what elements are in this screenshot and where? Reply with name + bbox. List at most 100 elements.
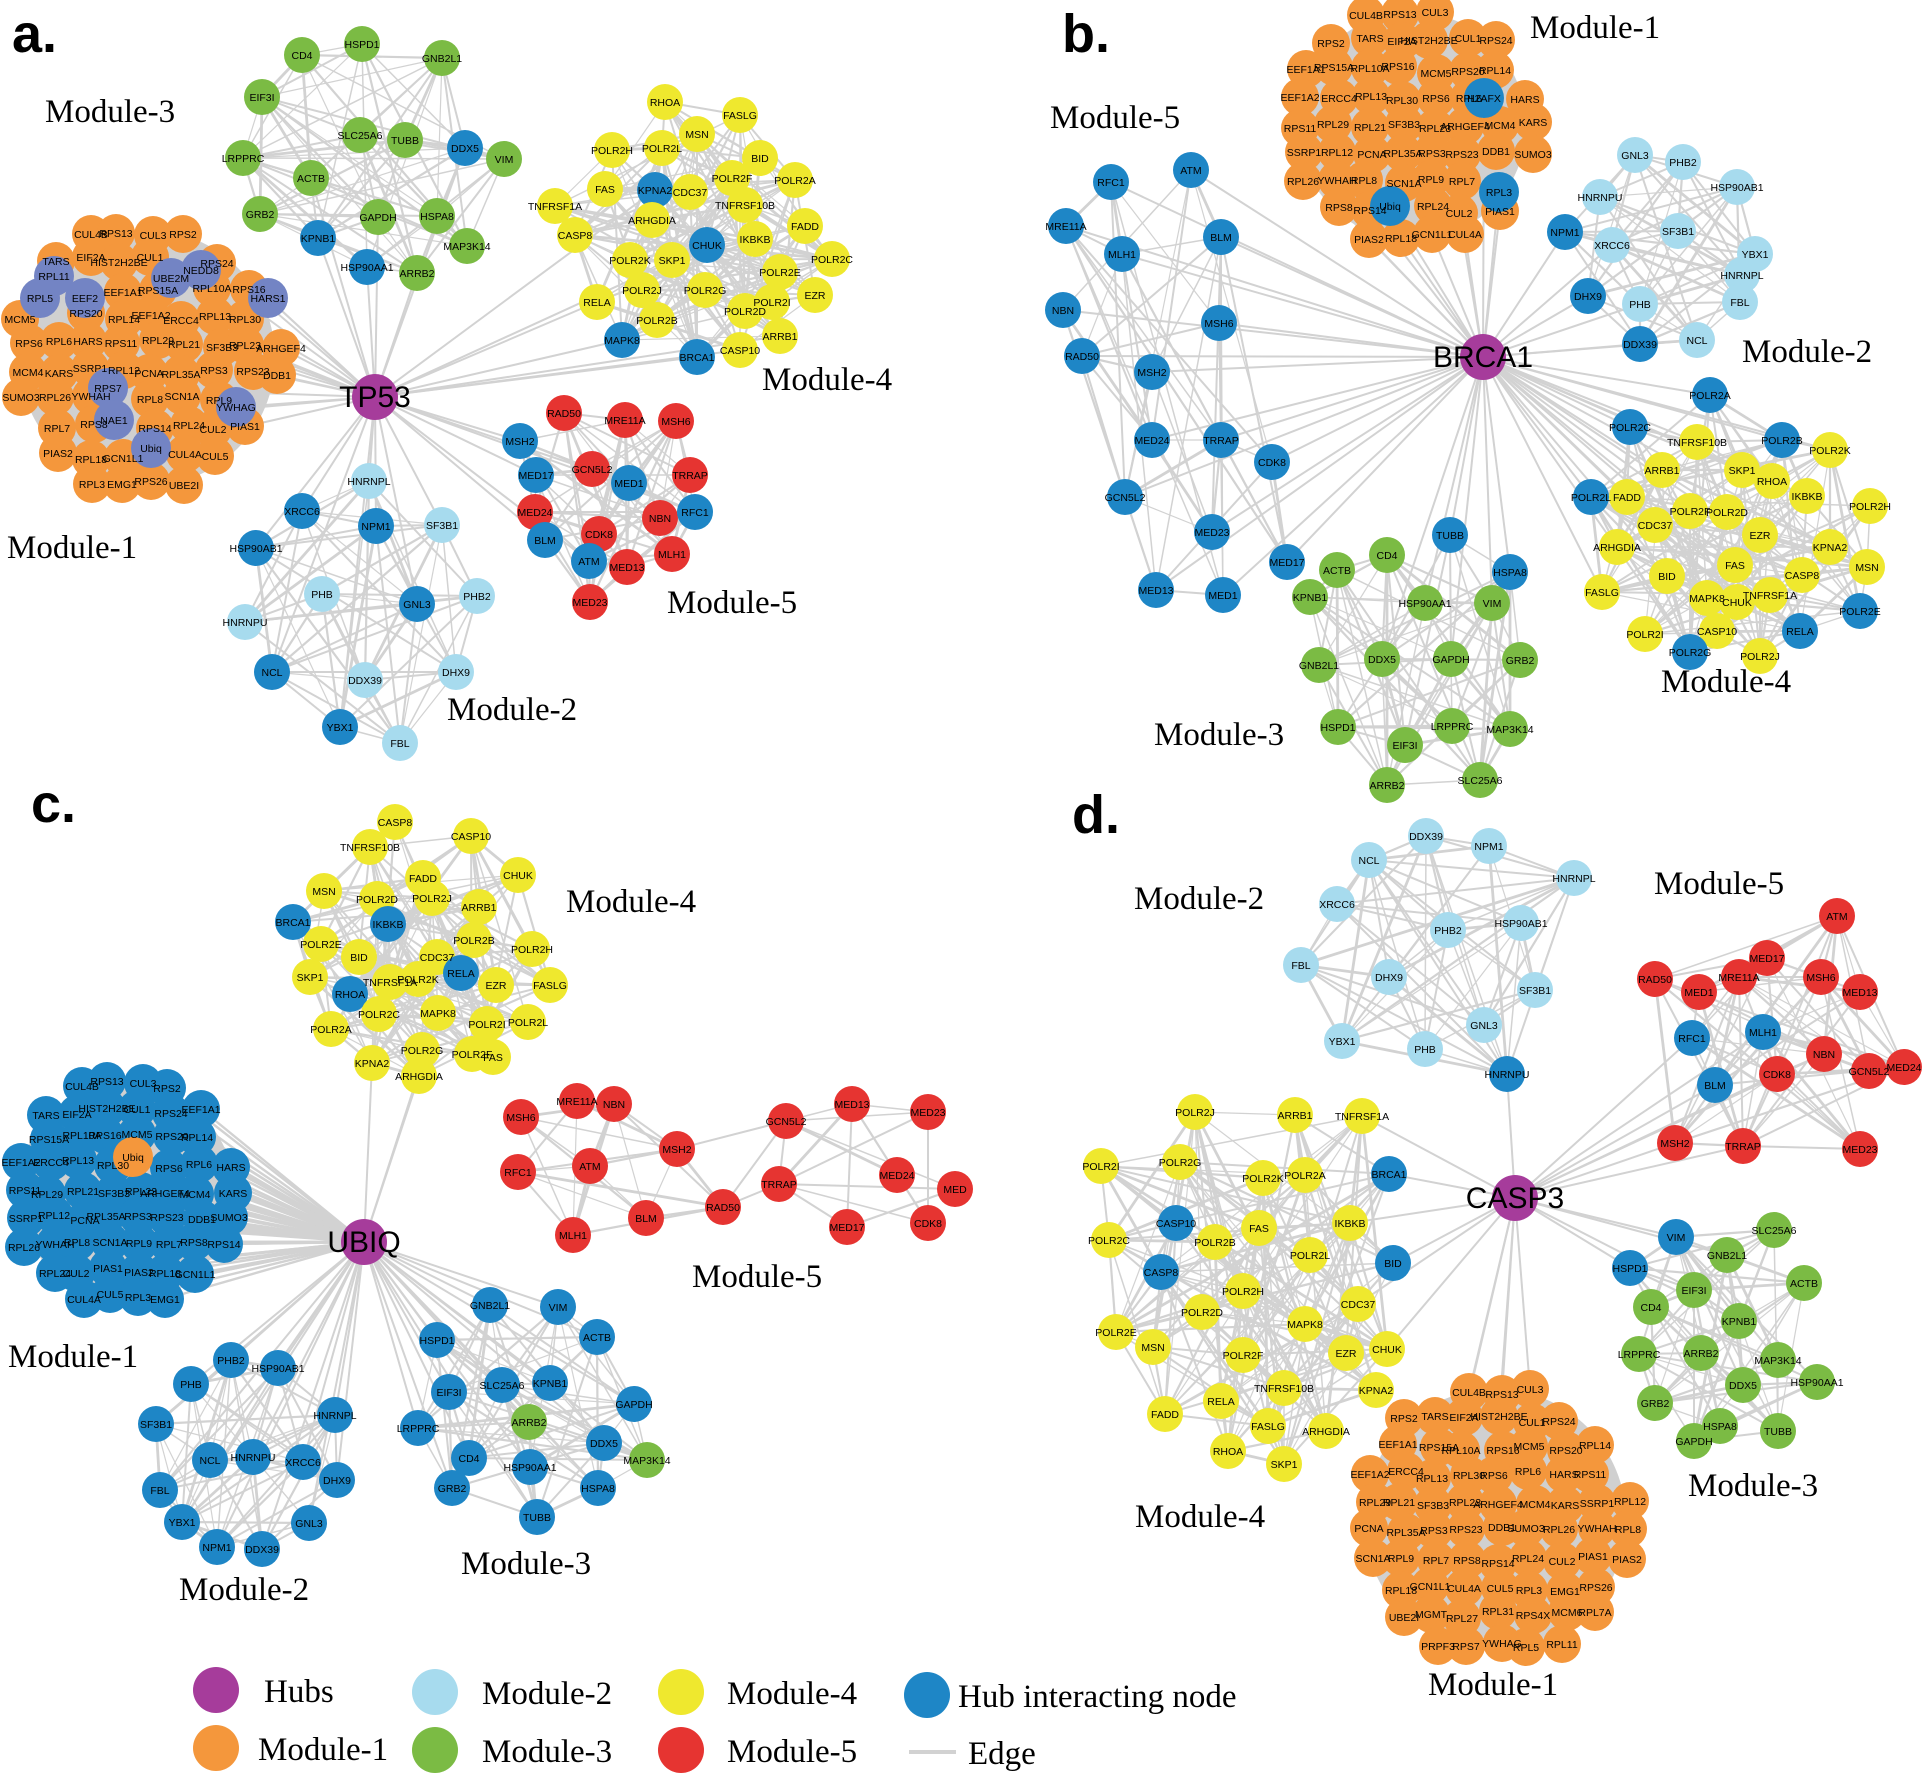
svg-text:CUL4A: CUL4A [1447, 1583, 1481, 1595]
svg-text:TUBB: TUBB [1764, 1426, 1792, 1438]
svg-text:LRPPRC: LRPPRC [222, 153, 265, 165]
svg-text:HSPA8: HSPA8 [1703, 1421, 1737, 1433]
svg-text:XRCC6: XRCC6 [284, 506, 320, 518]
svg-text:RPL21: RPL21 [1354, 122, 1386, 134]
svg-text:MED13: MED13 [609, 562, 644, 574]
svg-text:POLR2K: POLR2K [1242, 1173, 1283, 1185]
svg-text:POLR2C: POLR2C [811, 254, 853, 266]
svg-text:NPM1: NPM1 [361, 521, 390, 533]
svg-text:b.: b. [1062, 4, 1110, 64]
svg-text:Hubs: Hubs [264, 1674, 334, 1710]
svg-text:HSP90AA1: HSP90AA1 [1790, 1377, 1843, 1389]
svg-text:GNL3: GNL3 [1470, 1020, 1498, 1032]
svg-text:GAPDH: GAPDH [615, 1399, 652, 1411]
svg-text:YBX1: YBX1 [1742, 249, 1769, 261]
svg-text:MED24: MED24 [1134, 435, 1169, 447]
svg-text:RPS13: RPS13 [99, 228, 132, 240]
svg-text:MED: MED [943, 1184, 967, 1196]
svg-text:RPL7: RPL7 [1423, 1555, 1449, 1567]
svg-text:VIM: VIM [1483, 598, 1502, 610]
svg-text:EZR: EZR [805, 290, 826, 302]
svg-text:DHX9: DHX9 [1375, 972, 1403, 984]
svg-text:RPL13: RPL13 [62, 1155, 94, 1167]
svg-text:RPS2: RPS2 [1317, 38, 1345, 50]
svg-text:PHB: PHB [180, 1379, 202, 1391]
svg-text:GRB2: GRB2 [1641, 1398, 1670, 1410]
svg-text:DHX9: DHX9 [323, 1475, 351, 1487]
svg-text:RPS14: RPS14 [1481, 1558, 1514, 1570]
svg-text:POLR2A: POLR2A [310, 1024, 351, 1036]
svg-text:RPL35A: RPL35A [1386, 1527, 1425, 1539]
svg-text:BID: BID [1384, 1258, 1402, 1270]
svg-text:ARHGDIA: ARHGDIA [395, 1071, 443, 1083]
svg-text:CASP10: CASP10 [1156, 1218, 1196, 1230]
svg-text:IKBKB: IKBKB [1792, 491, 1823, 503]
svg-text:TARS: TARS [32, 1110, 59, 1122]
svg-text:GAPDH: GAPDH [1432, 654, 1469, 666]
svg-text:PCNA: PCNA [1357, 149, 1386, 161]
svg-text:TUBB: TUBB [391, 135, 419, 147]
svg-text:RPS20: RPS20 [69, 308, 102, 320]
svg-text:MAPK8: MAPK8 [420, 1008, 456, 1020]
svg-text:ARRB1: ARRB1 [461, 902, 496, 914]
svg-text:GAPDH: GAPDH [1675, 1436, 1712, 1448]
svg-text:MRE11A: MRE11A [556, 1096, 597, 1108]
svg-text:RPS13: RPS13 [1485, 1389, 1518, 1401]
svg-text:YWHAH: YWHAH [1577, 1523, 1616, 1535]
svg-text:POLR2A: POLR2A [774, 175, 815, 187]
svg-text:RPL3: RPL3 [79, 479, 105, 491]
svg-text:DDX5: DDX5 [1368, 654, 1396, 666]
svg-text:TRRAP: TRRAP [1203, 435, 1239, 447]
svg-text:RPL12: RPL12 [108, 365, 140, 377]
svg-text:POLR2H: POLR2H [591, 145, 633, 157]
svg-text:RPL14: RPL14 [108, 314, 140, 326]
svg-text:RPL8: RPL8 [64, 1237, 90, 1249]
svg-text:POLR2J: POLR2J [1175, 1107, 1215, 1119]
svg-text:RPL9: RPL9 [1388, 1553, 1414, 1565]
svg-text:KARS: KARS [1519, 117, 1548, 129]
svg-text:RPL10A: RPL10A [1350, 63, 1389, 75]
svg-text:HNRNPU: HNRNPU [231, 1452, 276, 1464]
svg-text:RFC1: RFC1 [1678, 1033, 1706, 1045]
svg-text:RFC1: RFC1 [681, 507, 709, 519]
svg-text:KPNB1: KPNB1 [1722, 1316, 1757, 1328]
svg-text:MED13: MED13 [1138, 585, 1173, 597]
svg-text:Module-3: Module-3 [482, 1734, 612, 1770]
svg-text:RPS23: RPS23 [1445, 149, 1478, 161]
svg-text:CUL1: CUL1 [1455, 33, 1482, 45]
svg-text:SSRP1: SSRP1 [73, 363, 108, 375]
svg-text:POLR2G: POLR2G [1669, 647, 1712, 659]
svg-text:RPL5: RPL5 [27, 293, 53, 305]
svg-text:GCN5L2: GCN5L2 [572, 464, 613, 476]
svg-text:YBX1: YBX1 [1329, 1036, 1356, 1048]
svg-text:POLR2H: POLR2H [1849, 501, 1891, 513]
svg-text:RPS15A: RPS15A [138, 285, 178, 297]
svg-text:CUL3: CUL3 [130, 1078, 157, 1090]
svg-text:SF3B3: SF3B3 [206, 342, 238, 354]
svg-text:HSP90AA1: HSP90AA1 [1398, 598, 1451, 610]
svg-text:RPL23: RPL23 [125, 1186, 157, 1198]
svg-text:ARHGEF4: ARHGEF4 [256, 343, 306, 355]
svg-text:EEF1A1: EEF1A1 [1286, 64, 1325, 76]
svg-text:HSPD1: HSPD1 [419, 1335, 454, 1347]
svg-text:TNFRSF10B: TNFRSF10B [340, 842, 400, 854]
svg-text:HNRNPL: HNRNPL [347, 476, 390, 488]
svg-text:HARS: HARS [1549, 1469, 1578, 1481]
svg-text:POLR2I: POLR2I [468, 1019, 505, 1031]
svg-text:RAD50: RAD50 [1065, 351, 1099, 363]
svg-text:RPL29: RPL29 [142, 335, 174, 347]
svg-text:RPL14: RPL14 [181, 1132, 213, 1144]
svg-text:TNFRSF10B: TNFRSF10B [1254, 1383, 1314, 1395]
svg-text:GCN5L2: GCN5L2 [766, 1116, 807, 1128]
svg-text:POLR2C: POLR2C [1609, 422, 1651, 434]
svg-text:BLM: BLM [1210, 232, 1232, 244]
svg-text:RPL26: RPL26 [39, 392, 71, 404]
svg-text:HARS1: HARS1 [250, 293, 285, 305]
svg-text:MED24: MED24 [1886, 1062, 1921, 1074]
svg-text:ARHGEF4: ARHGEF4 [140, 1188, 190, 1200]
svg-text:RPS13: RPS13 [1383, 9, 1416, 21]
svg-text:Module-5: Module-5 [1050, 100, 1180, 136]
svg-text:GNL3: GNL3 [1621, 150, 1649, 162]
svg-text:NCL: NCL [199, 1455, 220, 1467]
svg-text:RPL18: RPL18 [75, 454, 107, 466]
